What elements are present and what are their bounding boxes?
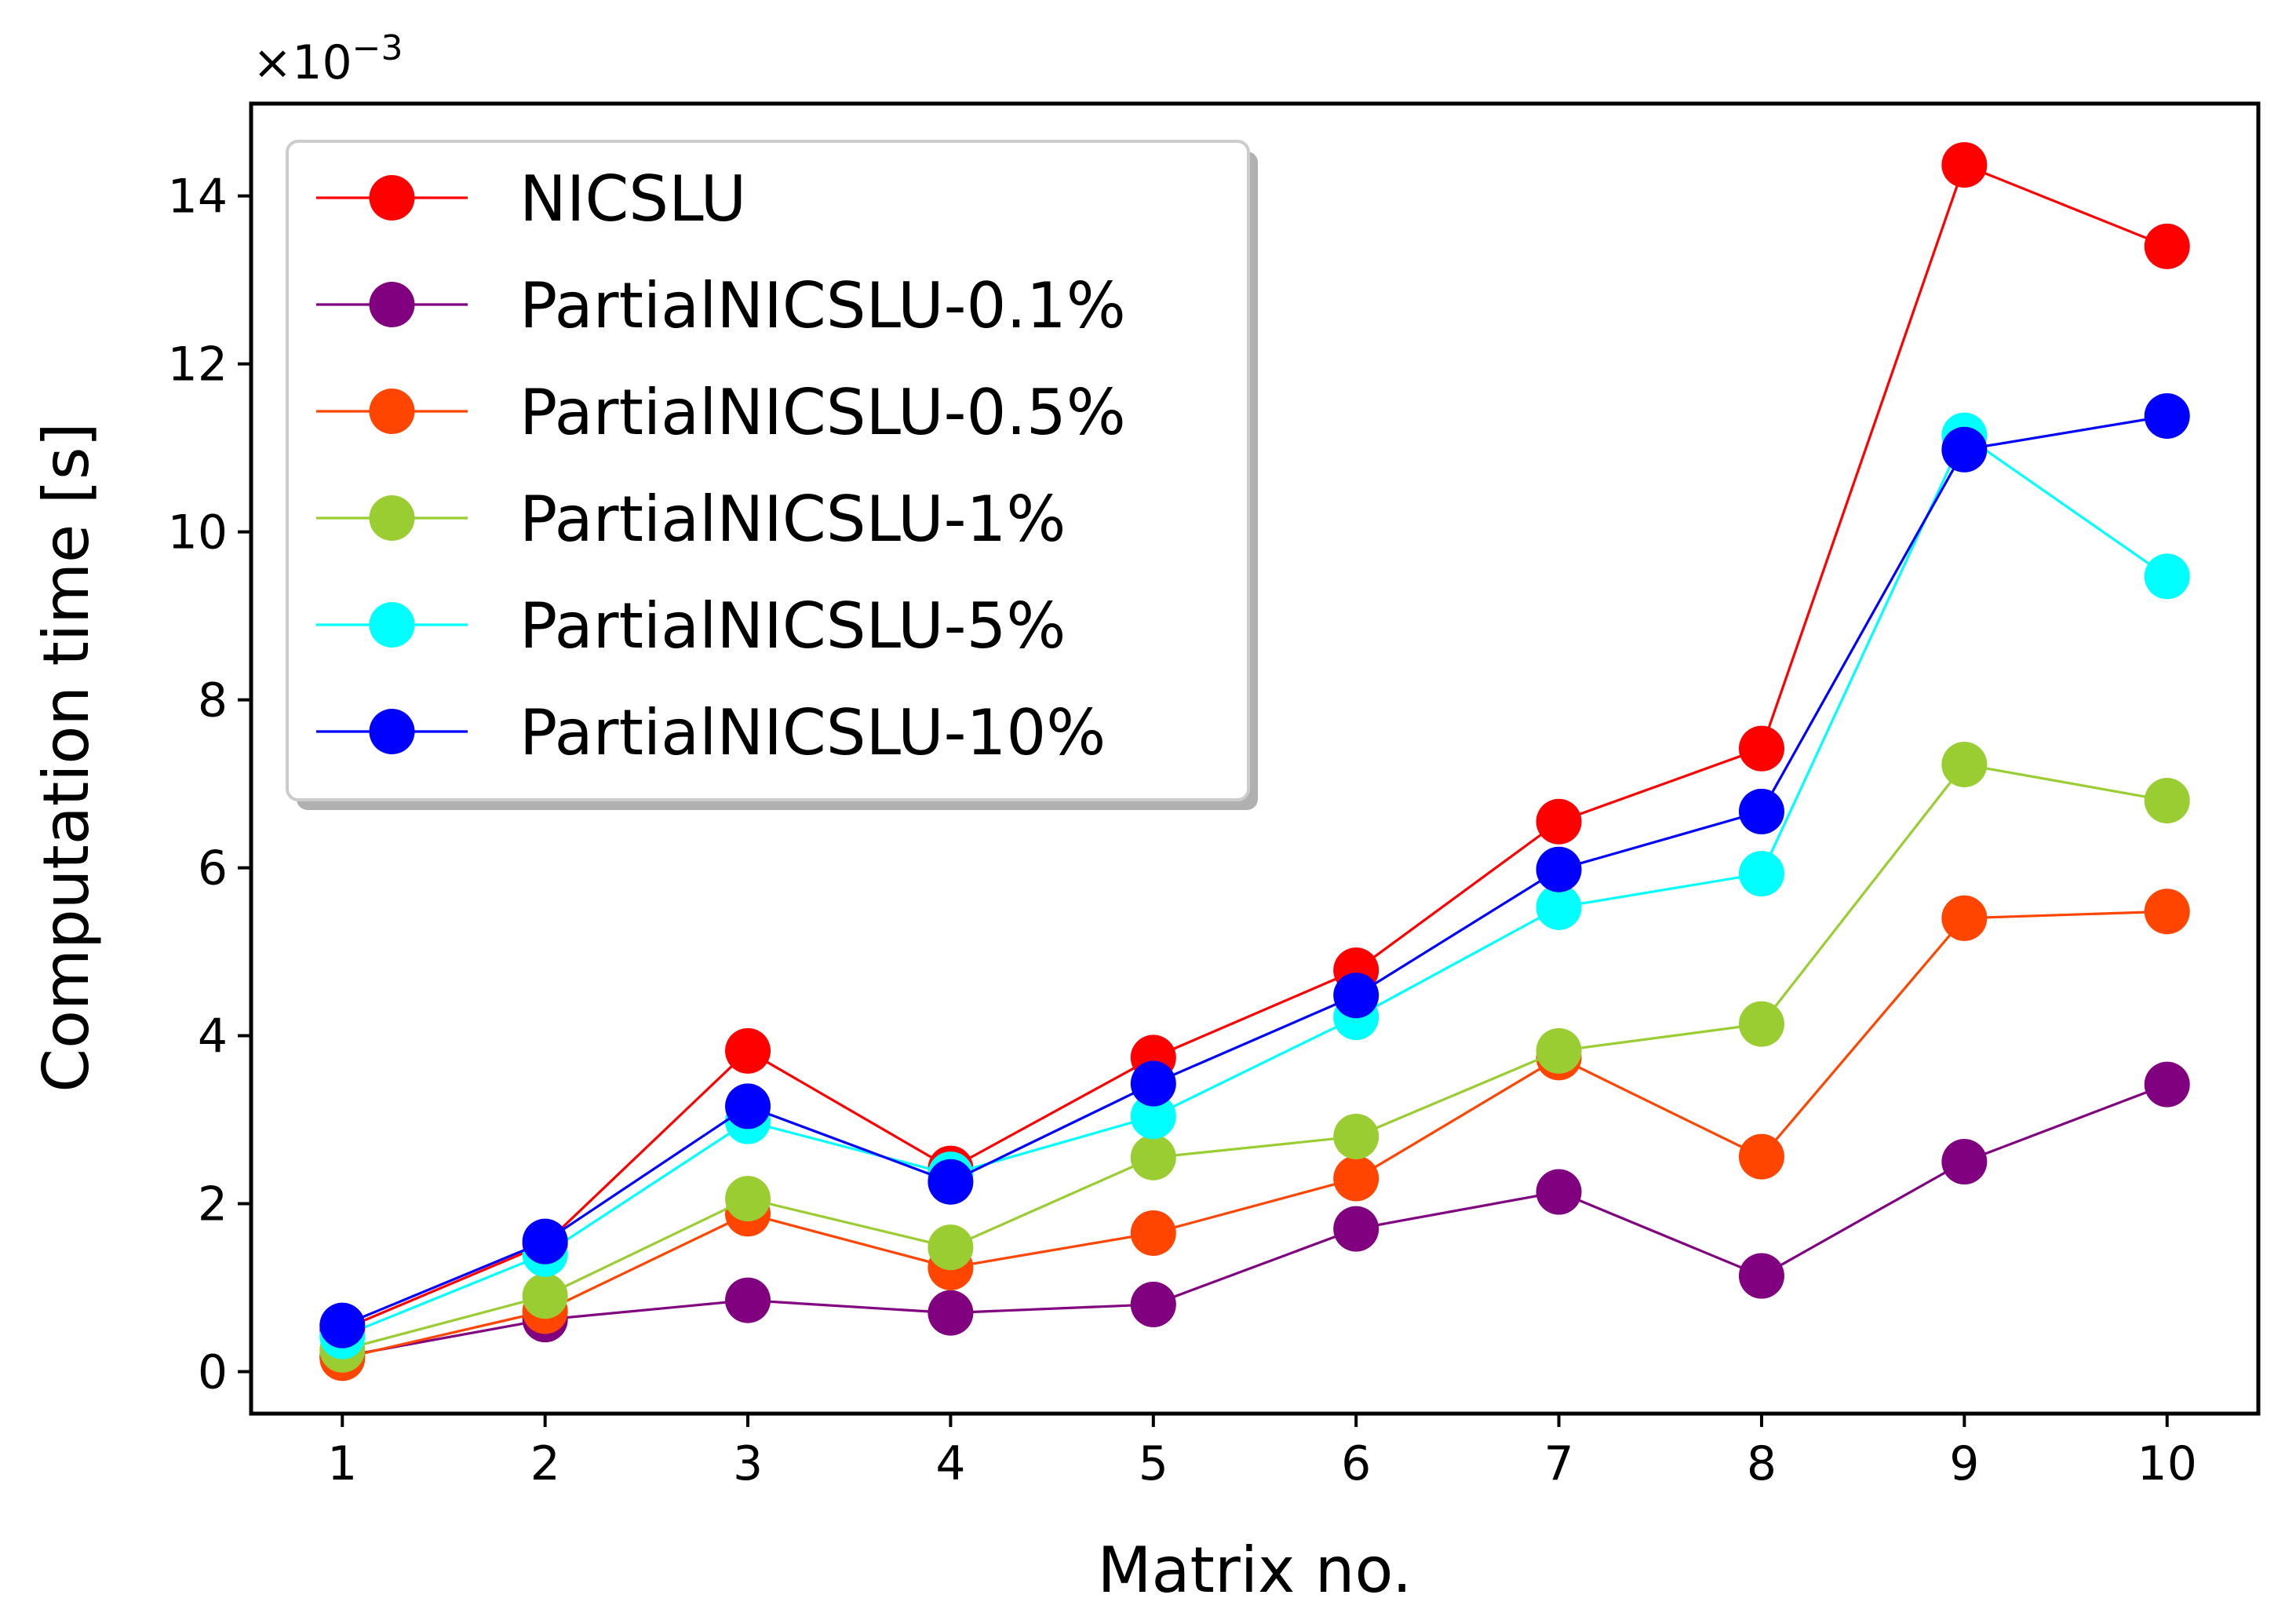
legend-item: PartialNICSLU-10%: [316, 696, 1106, 769]
legend-label: PartialNICSLU-5%: [519, 589, 1066, 662]
legend: NICSLU PartialNICSLU-0.1% PartialNICSLU-0.…: [286, 140, 1258, 810]
y-tick-label: 8: [198, 673, 228, 728]
legend-item: PartialNICSLU-5%: [316, 589, 1066, 662]
data-point: [2144, 392, 2190, 439]
y-axis-multiplier-exponent: −3: [352, 28, 403, 68]
x-tick-label: 1: [327, 1436, 357, 1491]
data-point: [2144, 553, 2190, 600]
series-line: [341, 162, 2168, 1331]
legend-label: NICSLU: [519, 162, 746, 235]
data-point: [1536, 884, 1582, 930]
x-tick-label: 10: [2137, 1436, 2197, 1491]
legend-item: PartialNICSLU-1%: [316, 483, 1066, 556]
x-axis-ticks: 1 2 3 4 5 6 7 8 9 10: [327, 1414, 2197, 1491]
data-point: [1738, 851, 1784, 897]
data-point: [1130, 1281, 1176, 1327]
legend-label: PartialNICSLU-0.1%: [519, 269, 1126, 342]
y-tick-label: 12: [168, 338, 228, 392]
x-tick-label: 6: [1341, 1436, 1371, 1491]
y-axis-ticks: 0 2 4 6 8 10 12 14: [168, 170, 251, 1400]
legend-item: PartialNICSLU-0.5%: [316, 376, 1126, 449]
series-line: [341, 910, 2167, 1359]
y-axis-multiplier-base: ×10: [253, 35, 352, 90]
legend-label: PartialNICSLU-10%: [519, 696, 1106, 769]
data-point: [1536, 1169, 1582, 1215]
y-axis-multiplier: ×10−3: [253, 28, 403, 90]
data-point: [2144, 1061, 2190, 1108]
legend-marker: [369, 175, 415, 221]
data-point: [1941, 741, 1988, 787]
data-point: [725, 1083, 771, 1129]
y-tick-label: 2: [198, 1177, 228, 1232]
data-point: [1333, 1206, 1379, 1252]
data-point: [928, 1159, 974, 1205]
data-point: [1130, 1093, 1176, 1140]
x-tick-label: 3: [733, 1436, 763, 1491]
legend-marker: [369, 282, 415, 327]
data-point: [522, 1218, 568, 1264]
data-point: [1941, 142, 1988, 188]
data-point: [1130, 1134, 1176, 1181]
data-point: [1738, 1253, 1784, 1299]
data-point: [725, 1027, 771, 1074]
legend-label: PartialNICSLU-0.5%: [519, 376, 1126, 449]
data-point: [1130, 1060, 1176, 1107]
y-tick-label: 14: [168, 170, 228, 224]
data-point: [2144, 889, 2190, 935]
data-point: [1536, 846, 1582, 892]
legend-marker: [369, 709, 415, 754]
series-line: [341, 414, 2167, 1327]
data-point: [1536, 798, 1582, 845]
x-tick-label: 4: [935, 1436, 965, 1491]
legend-marker: [369, 602, 415, 648]
y-tick-label: 0: [198, 1345, 228, 1400]
data-point: [1738, 788, 1784, 834]
data-point: [1130, 1210, 1176, 1256]
legend-items: NICSLU PartialNICSLU-0.1% PartialNICSLU-0.…: [316, 162, 1126, 769]
series-PartialNICSLU-10%: [319, 392, 2190, 1348]
data-point: [1941, 895, 1988, 941]
data-point: [725, 1277, 771, 1323]
series-line: [341, 763, 2168, 1352]
legend-label: PartialNICSLU-1%: [519, 483, 1066, 556]
data-point: [2144, 777, 2190, 823]
x-tick-label: 5: [1139, 1436, 1168, 1491]
legend-marker: [369, 495, 415, 541]
series-line: [341, 1083, 2168, 1358]
legend-box: [286, 140, 1250, 801]
data-point: [1941, 1139, 1988, 1185]
data-point: [1738, 725, 1784, 772]
y-tick-label: 4: [198, 1009, 228, 1064]
data-point: [2144, 223, 2190, 269]
legend-marker: [369, 389, 415, 434]
data-point: [1738, 1001, 1784, 1047]
data-point: [928, 1290, 974, 1336]
legend-item: PartialNICSLU-0.1%: [316, 269, 1126, 342]
data-point: [725, 1176, 771, 1222]
x-tick-label: 2: [530, 1436, 560, 1491]
x-tick-label: 7: [1543, 1436, 1573, 1491]
series-line: [341, 433, 2168, 1338]
data-point: [1738, 1133, 1784, 1180]
plot-frame: [249, 101, 2261, 1416]
x-tick-label: 8: [1747, 1436, 1777, 1491]
y-tick-label: 10: [168, 505, 228, 560]
data-point: [1941, 426, 1988, 473]
series-PartialNICSLU-1%: [319, 741, 2190, 1373]
x-tick-label: 9: [1949, 1436, 1979, 1491]
legend-item: NICSLU: [316, 162, 746, 235]
data-point: [1333, 1113, 1379, 1159]
data-point: [1333, 1155, 1379, 1202]
data-point: [928, 1224, 974, 1271]
data-point: [522, 1273, 568, 1319]
y-axis-title: Computation time [s]: [30, 422, 103, 1093]
data-point: [319, 1302, 366, 1348]
series-layer: [319, 142, 2190, 1381]
data-point: [1536, 1027, 1582, 1074]
data-point: [1333, 973, 1379, 1019]
y-tick-label: 6: [198, 841, 228, 896]
x-axis-title: Matrix no.: [1098, 1534, 1412, 1607]
